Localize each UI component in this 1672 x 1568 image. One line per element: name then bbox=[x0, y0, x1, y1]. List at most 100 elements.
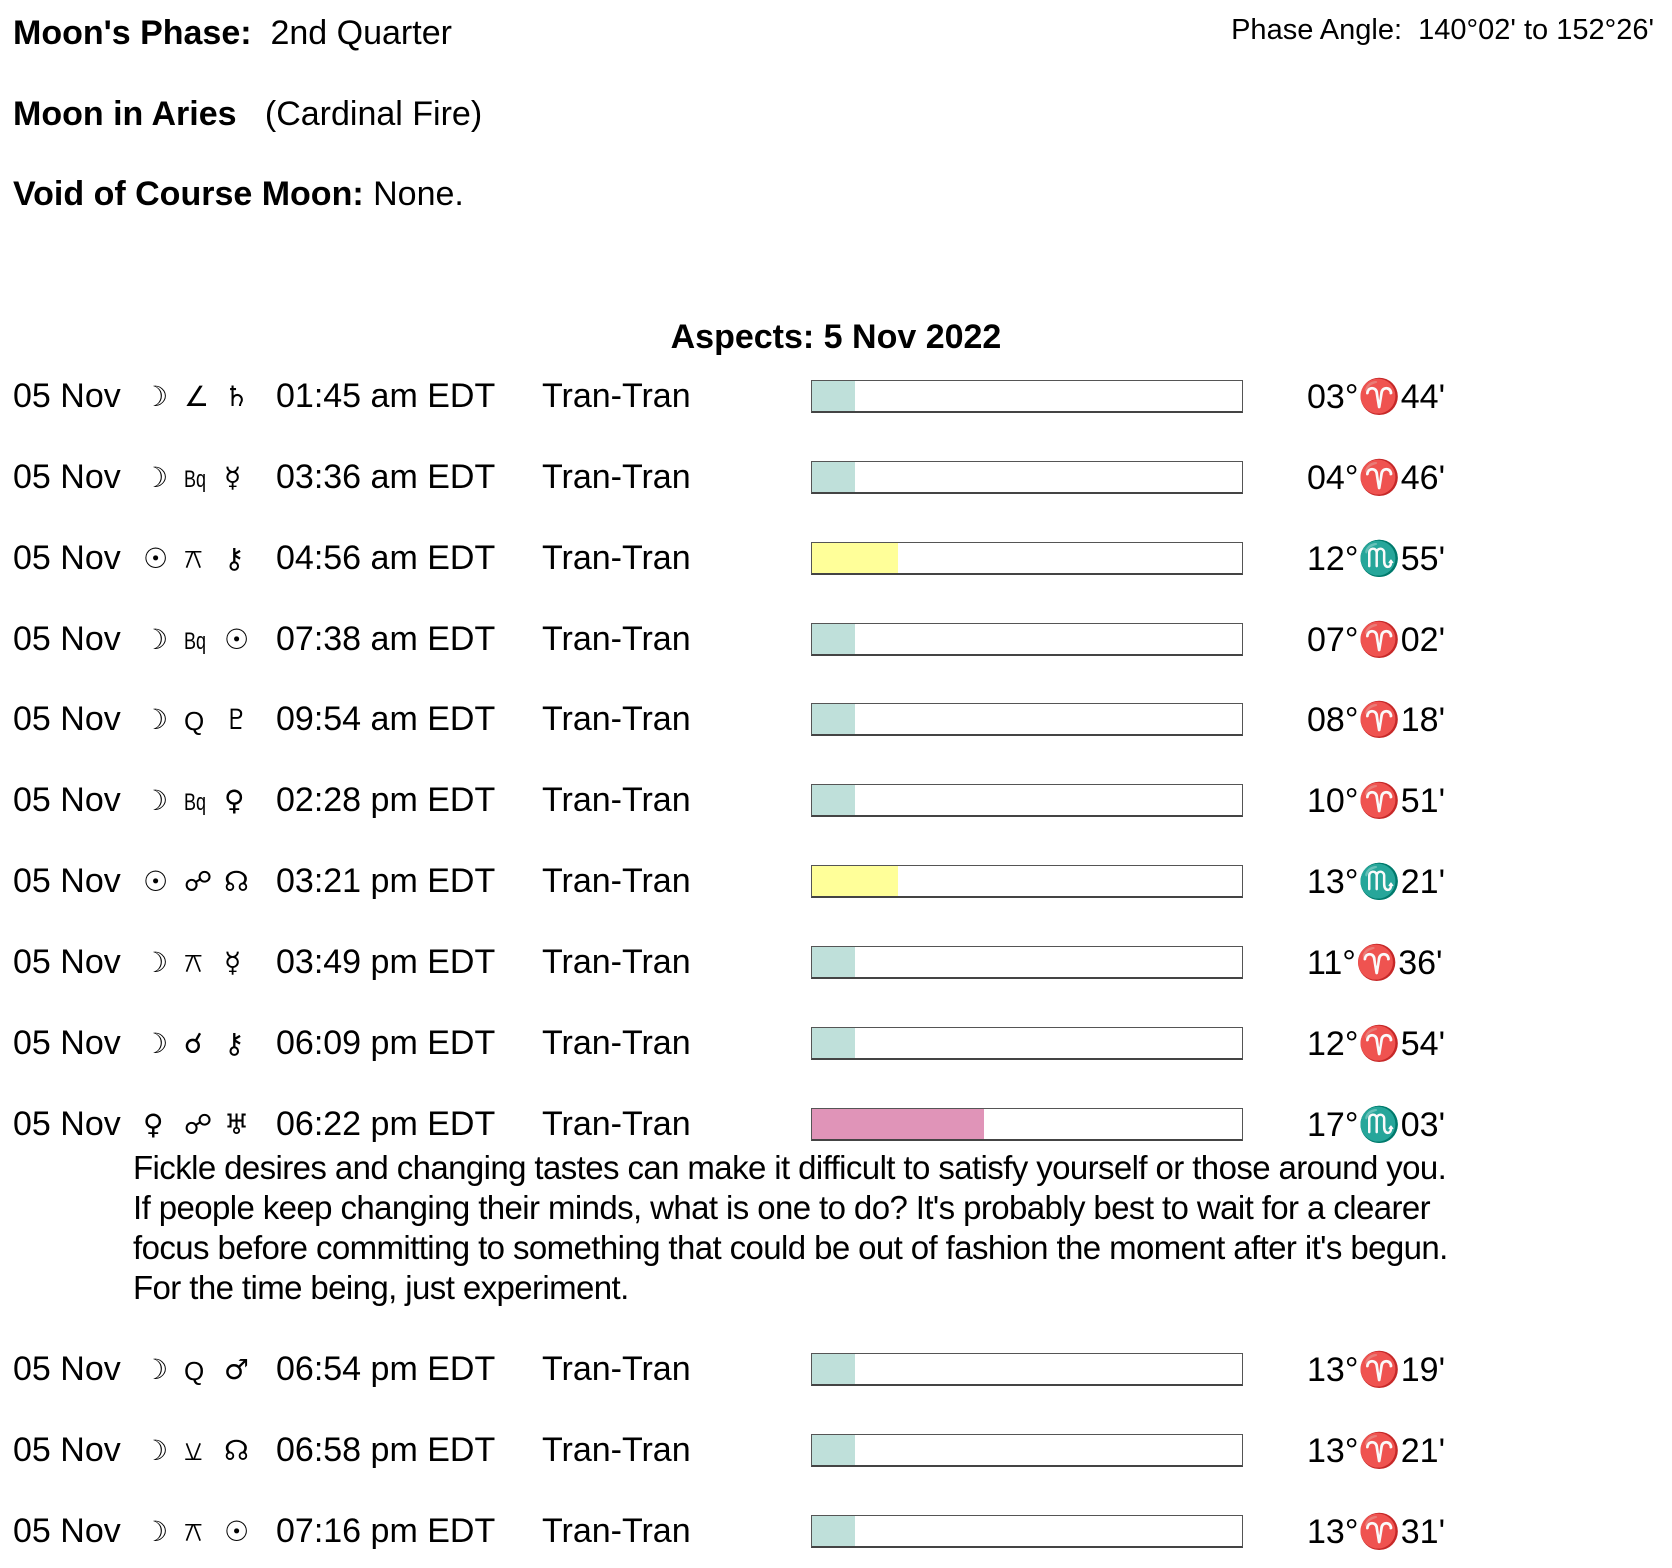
aspect-time: 06:22 pm EDT bbox=[276, 1105, 496, 1143]
aspect-position: 08°♈18' bbox=[1307, 701, 1446, 739]
quintile-icon: Q bbox=[184, 1356, 205, 1386]
aspect-strength-bar bbox=[811, 703, 1243, 736]
moon-icon: ☽ bbox=[143, 1434, 169, 1467]
aspect-strength-fill bbox=[812, 624, 855, 654]
phase-angle: Phase Angle: 140°02' to 152°26' bbox=[1231, 14, 1654, 47]
aspect-time: 09:54 am EDT bbox=[276, 700, 496, 738]
sun-icon: ☉ bbox=[224, 623, 250, 656]
aspect-row: 05 Nov ☽ Bq ☿ 03:36 am EDT Tran-Tran 04°♈46' bbox=[0, 458, 1672, 498]
aspect-strength-bar bbox=[811, 1515, 1243, 1548]
semisquare-icon: ∠ bbox=[184, 380, 210, 413]
saturn-icon: ♄ bbox=[224, 380, 250, 413]
moon-phase-label: Moon's Phase: bbox=[13, 14, 252, 52]
aspect-position: 13°♈19' bbox=[1307, 1351, 1446, 1389]
aspect-strength-bar bbox=[811, 1027, 1243, 1060]
aspect-strength-fill bbox=[812, 381, 855, 411]
moon-icon: ☽ bbox=[143, 703, 169, 736]
mercury-icon: ☿ bbox=[224, 461, 242, 494]
aspect-strength-bar bbox=[811, 542, 1243, 575]
aspect-strength-bar bbox=[811, 380, 1243, 413]
aspect-type: Tran-Tran bbox=[542, 1350, 691, 1388]
aspect-date: 05 Nov bbox=[13, 1431, 121, 1469]
aspect-time: 06:54 pm EDT bbox=[276, 1350, 496, 1388]
aspect-row: 05 Nov ☽ ⚻ ☉ 07:16 pm EDT Tran-Tran 13°♈31' bbox=[0, 1512, 1672, 1552]
aspect-date: 05 Nov bbox=[13, 943, 121, 981]
aspect-position: 07°♈02' bbox=[1307, 621, 1446, 659]
sun-icon: ☉ bbox=[224, 1515, 250, 1548]
quincunx-icon: ⚻ bbox=[184, 946, 203, 979]
aspect-date: 05 Nov bbox=[13, 539, 121, 577]
aspect-time: 03:21 pm EDT bbox=[276, 862, 496, 900]
aspect-type: Tran-Tran bbox=[542, 943, 691, 981]
aspect-strength-bar bbox=[811, 461, 1243, 494]
aspect-strength-fill bbox=[812, 704, 855, 734]
aspect-strength-fill bbox=[812, 462, 855, 492]
description-line: If people keep changing their minds, wha… bbox=[133, 1189, 1431, 1226]
pluto-icon: ♇ bbox=[224, 703, 250, 736]
aspect-strength-fill bbox=[812, 785, 855, 815]
aspect-position: 12°♈54' bbox=[1307, 1025, 1446, 1063]
aspect-time: 07:38 am EDT bbox=[276, 620, 496, 658]
north-node-icon: ☊ bbox=[224, 865, 249, 898]
aspect-time: 01:45 am EDT bbox=[276, 377, 496, 415]
sun-icon: ☉ bbox=[143, 865, 169, 898]
aspect-type: Tran-Tran bbox=[542, 1024, 691, 1062]
aspect-strength-fill bbox=[812, 1109, 984, 1139]
moon-sign: Moon in Aries (Cardinal Fire) bbox=[13, 95, 482, 134]
aspect-time: 02:28 pm EDT bbox=[276, 781, 496, 819]
moon-icon: ☽ bbox=[143, 946, 169, 979]
aspect-row: 05 Nov ☉ ⚻ ⚷ 04:56 am EDT Tran-Tran 12°♏55' bbox=[0, 539, 1672, 579]
quincunx-icon: ⚻ bbox=[184, 1515, 203, 1548]
moon-icon: ☽ bbox=[143, 1515, 169, 1548]
aspect-row: 05 Nov ♀ ☍ ♅ 06:22 pm EDT Tran-Tran 17°♏03' bbox=[0, 1105, 1672, 1145]
aspect-strength-fill bbox=[812, 1516, 855, 1546]
semisextile-icon: ⚺ bbox=[184, 1434, 203, 1467]
moon-icon: ☽ bbox=[143, 1027, 169, 1060]
aspect-strength-bar bbox=[811, 623, 1243, 656]
aspect-time: 06:58 pm EDT bbox=[276, 1431, 496, 1469]
aspect-date: 05 Nov bbox=[13, 781, 121, 819]
aspect-strength-fill bbox=[812, 1354, 855, 1384]
mercury-icon: ☿ bbox=[224, 946, 242, 979]
aspect-position: 11°♈36' bbox=[1307, 944, 1443, 982]
chiron-icon: ⚷ bbox=[224, 1027, 245, 1060]
aspect-row: 05 Nov ☽ ∠ ♄ 01:45 am EDT Tran-Tran 03°♈44' bbox=[0, 377, 1672, 417]
aspect-strength-fill bbox=[812, 947, 855, 977]
aspect-position: 04°♈46' bbox=[1307, 459, 1446, 497]
conjunction-icon: ☌ bbox=[184, 1027, 203, 1060]
aspect-position: 13°♏21' bbox=[1307, 863, 1446, 901]
aspect-date: 05 Nov bbox=[13, 1512, 121, 1550]
aspect-strength-fill bbox=[812, 866, 898, 896]
description-line: focus before committing to something tha… bbox=[133, 1229, 1448, 1266]
aspect-type: Tran-Tran bbox=[542, 781, 691, 819]
sun-icon: ☉ bbox=[143, 542, 169, 575]
aspect-date: 05 Nov bbox=[13, 620, 121, 658]
north-node-icon: ☊ bbox=[224, 1434, 249, 1467]
aspect-row: 05 Nov ☽ Bq ♀ 02:28 pm EDT Tran-Tran 10°♈51' bbox=[0, 781, 1672, 821]
moon-phase-value: 2nd Quarter bbox=[270, 14, 452, 52]
phase-angle-value: 140°02' to 152°26' bbox=[1418, 14, 1654, 46]
aspect-row: 05 Nov ☽ ⚺ ☊ 06:58 pm EDT Tran-Tran 13°♈21' bbox=[0, 1431, 1672, 1471]
moon-sign-value: (Cardinal Fire) bbox=[264, 95, 483, 133]
voc-label: Void of Course Moon: bbox=[13, 175, 364, 213]
description-line: For the time being, just experiment. bbox=[133, 1269, 629, 1306]
aspect-date: 05 Nov bbox=[13, 862, 121, 900]
aspect-date: 05 Nov bbox=[13, 458, 121, 496]
aspect-time: 03:36 am EDT bbox=[276, 458, 496, 496]
aspect-row: 05 Nov ☽ Q ♂ 06:54 pm EDT Tran-Tran 13°♈19' bbox=[0, 1350, 1672, 1390]
moon-icon: ☽ bbox=[143, 380, 169, 413]
aspect-strength-fill bbox=[812, 1435, 855, 1465]
venus-icon: ♀ bbox=[224, 784, 245, 817]
moon-phase: Moon's Phase: 2nd Quarter bbox=[13, 14, 452, 53]
aspect-position: 03°♈44' bbox=[1307, 378, 1446, 416]
aspect-position: 13°♈21' bbox=[1307, 1432, 1446, 1470]
aspect-date: 05 Nov bbox=[13, 377, 121, 415]
aspect-type: Tran-Tran bbox=[542, 1512, 691, 1550]
aspect-strength-bar bbox=[811, 784, 1243, 817]
moon-icon: ☽ bbox=[143, 1353, 169, 1386]
aspect-date: 05 Nov bbox=[13, 700, 121, 738]
moon-icon: ☽ bbox=[143, 461, 169, 494]
aspect-position: 12°♏55' bbox=[1307, 540, 1446, 578]
aspect-strength-bar bbox=[811, 865, 1243, 898]
aspect-row: 05 Nov ☽ Q ♇ 09:54 am EDT Tran-Tran 08°♈18' bbox=[0, 700, 1672, 740]
